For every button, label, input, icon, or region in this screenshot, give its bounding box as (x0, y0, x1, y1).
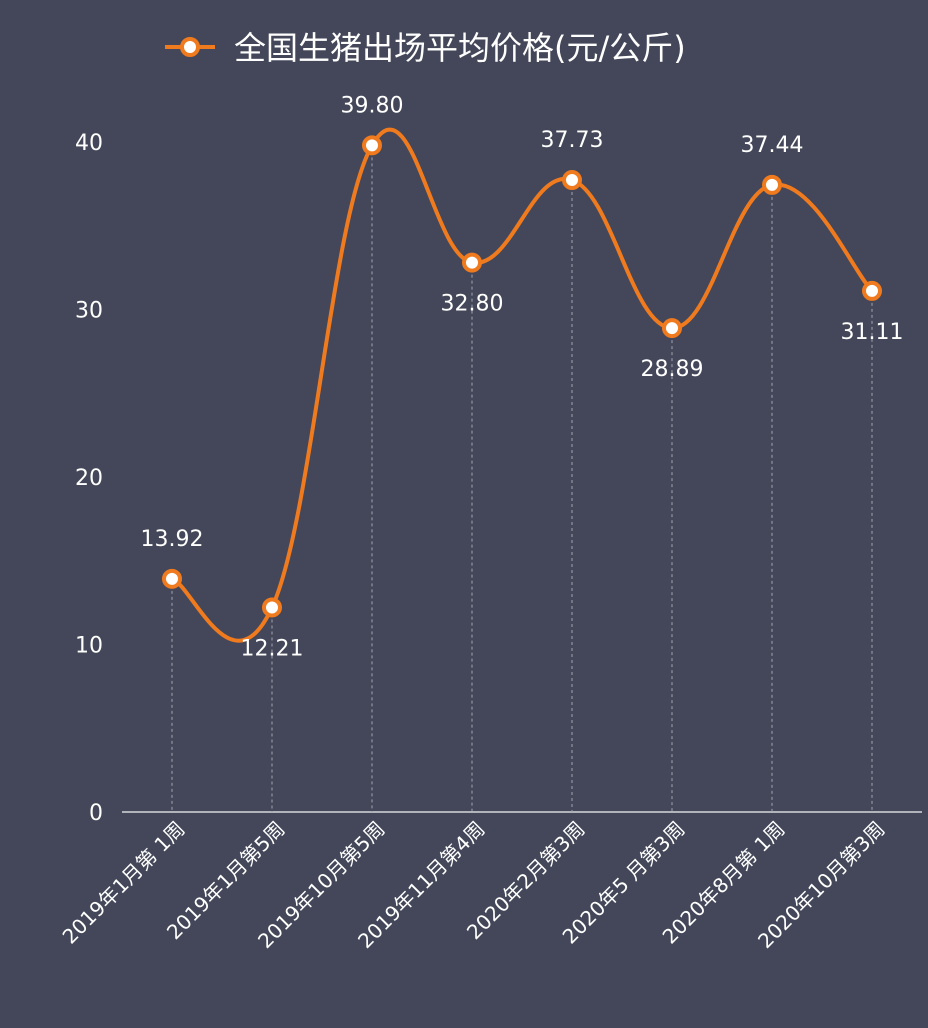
data-point-marker (262, 597, 282, 618)
data-point-marker (862, 280, 882, 301)
data-label: 39.80 (341, 93, 404, 118)
data-label: 32.80 (441, 292, 504, 317)
data-label: 37.73 (541, 128, 604, 153)
y-axis: 0 10 20 30 40 (75, 131, 103, 826)
data-point-marker (562, 170, 582, 191)
data-point-marker (762, 174, 782, 195)
legend-label: 全国生猪出场平均价格(元/公斤) (234, 29, 686, 67)
x-axis-labels: 2019年1月第 1周2019年1月第5周2019年10月第5周2019年11月… (58, 817, 890, 954)
data-point-marker (162, 568, 182, 589)
data-label: 31.11 (841, 320, 904, 345)
legend-marker-swatch (180, 37, 200, 57)
y-tick-label: 10 (75, 634, 103, 659)
y-tick-label: 0 (89, 801, 103, 826)
data-label: 28.89 (641, 357, 704, 382)
data-label: 12.21 (241, 636, 304, 661)
data-label: 37.44 (741, 133, 804, 158)
y-tick-label: 40 (75, 131, 103, 156)
data-label: 13.92 (141, 527, 204, 552)
y-tick-label: 30 (75, 299, 103, 324)
data-point-marker (462, 252, 482, 273)
series-line (171, 127, 874, 643)
legend: 全国生猪出场平均价格(元/公斤) (165, 29, 686, 67)
data-labels: 13.92 12.21 39.80 32.80 37.73 28.89 37.44 31.11 (141, 93, 904, 661)
data-point-marker (362, 135, 382, 156)
data-point-marker (662, 318, 682, 339)
drop-lines (171, 145, 873, 812)
y-tick-label: 20 (75, 466, 103, 491)
markers (162, 135, 882, 618)
